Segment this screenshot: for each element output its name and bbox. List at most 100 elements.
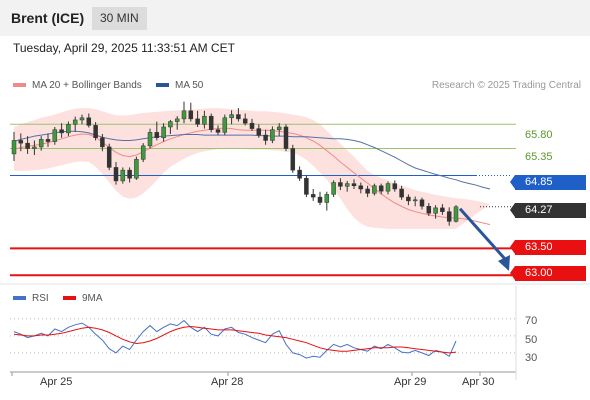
- candle-body: [18, 140, 24, 144]
- candle-body: [365, 188, 370, 194]
- candle-body: [93, 125, 98, 139]
- candle-body: [249, 122, 255, 129]
- bollinger-band-fill: [14, 108, 490, 229]
- candle-body: [283, 126, 289, 149]
- x-label-apr29: Apr 29: [394, 376, 427, 388]
- support-2-box: 63.00: [515, 265, 586, 281]
- timeframe-badge[interactable]: 30 MIN: [92, 7, 147, 30]
- candle-body: [161, 126, 166, 139]
- candle-body: [45, 139, 51, 142]
- rsi-ma-line: [13, 325, 457, 354]
- copyright-text: Research © 2025 Trading Central: [431, 80, 581, 91]
- candle-body: [222, 117, 228, 133]
- x-label-apr28: Apr 28: [211, 376, 244, 388]
- bollinger-swatch: [13, 83, 26, 88]
- candle-body: [106, 146, 112, 168]
- candle-body: [147, 132, 153, 147]
- candle-body: [59, 129, 64, 134]
- candle-body: [236, 114, 241, 120]
- forecast-arrow-head: [498, 255, 510, 271]
- resistance-1-label: 65.35: [525, 151, 553, 163]
- candle-body: [25, 142, 30, 149]
- rsi-swatch: [13, 296, 26, 301]
- legend-ma50: MA 50: [156, 80, 203, 91]
- candle-body: [324, 194, 330, 203]
- pivot-price-box: 64.85: [515, 174, 586, 190]
- candle-body: [440, 207, 445, 212]
- candle-body: [392, 183, 398, 190]
- candle-body: [270, 129, 275, 141]
- candle-body: [310, 194, 316, 198]
- candle-body: [358, 185, 364, 190]
- bollinger-label: MA 20 + Bollinger Bands: [32, 80, 142, 91]
- candle-body: [195, 118, 200, 125]
- candle-body: [453, 206, 459, 222]
- candle-body: [242, 118, 248, 124]
- legend-bollinger: MA 20 + Bollinger Bands: [13, 80, 142, 91]
- candle-body: [32, 146, 37, 149]
- candle-body: [378, 185, 384, 192]
- candle-body: [399, 188, 404, 198]
- candle-body: [344, 183, 350, 187]
- candle-body: [304, 177, 309, 195]
- candle-body: [317, 196, 323, 203]
- candle-body: [120, 169, 126, 182]
- candle-body: [66, 124, 71, 134]
- candle-body: [202, 115, 207, 125]
- support-1-pointer: [510, 240, 515, 254]
- rsi-tick-30: 30: [525, 352, 538, 364]
- candle-body: [446, 211, 452, 222]
- forecast-arrow-shaft: [458, 207, 507, 261]
- x-label-apr30: Apr 30: [462, 376, 495, 388]
- candle-body: [174, 118, 180, 122]
- rsi-label: RSI: [32, 293, 49, 304]
- candle-body: [406, 196, 411, 202]
- candle-body: [331, 182, 336, 195]
- legend-rsi: RSI: [13, 293, 49, 304]
- candle-body: [208, 115, 214, 130]
- candle-body: [188, 110, 194, 120]
- rsi-tick-50: 50: [525, 334, 538, 346]
- rsi-ma-label: 9MA: [82, 293, 103, 304]
- candle-body: [433, 207, 438, 214]
- candle-body: [79, 117, 85, 121]
- candle-body: [372, 185, 377, 194]
- x-label-apr25: Apr 25: [40, 376, 73, 388]
- ma50-label: MA 50: [175, 80, 204, 91]
- candle-body: [140, 145, 146, 160]
- candle-body: [154, 132, 160, 139]
- candle-body: [113, 167, 119, 182]
- candle-body: [297, 169, 302, 179]
- support-2-pointer: [510, 265, 515, 280]
- pivot-pointer: [510, 174, 515, 189]
- candle-body: [72, 119, 78, 125]
- rsi-tick-70: 70: [525, 315, 538, 327]
- candle-body: [263, 134, 268, 141]
- candle-body: [52, 129, 58, 142]
- resistance-2-label: 65.80: [525, 129, 553, 141]
- rsi-ma-swatch: [63, 296, 76, 301]
- candle-body: [351, 183, 357, 187]
- candle-body: [38, 139, 44, 148]
- candle-body: [215, 129, 221, 133]
- header-bar: Brent (ICE) 30 MIN: [0, 0, 590, 36]
- candle-body: [86, 117, 92, 126]
- ma50-swatch: [156, 83, 169, 88]
- last-price-box: 64.27: [515, 202, 586, 218]
- candle-body: [168, 121, 173, 128]
- legend-rsi-ma: 9MA: [63, 293, 103, 304]
- candle-body: [100, 137, 105, 148]
- candle-body: [134, 159, 139, 179]
- candle-body: [256, 128, 262, 136]
- candle-body: [290, 148, 296, 171]
- candle-body: [11, 140, 17, 155]
- timestamp: Tuesday, April 29, 2025 11:33:51 AM CET: [13, 41, 235, 55]
- candle-body: [426, 206, 432, 214]
- candle-body: [412, 199, 418, 202]
- candle-body: [419, 199, 425, 207]
- candle-body: [181, 110, 187, 120]
- candle-body: [127, 169, 132, 179]
- instrument-title: Brent (ICE): [11, 10, 85, 26]
- candle-body: [229, 114, 234, 119]
